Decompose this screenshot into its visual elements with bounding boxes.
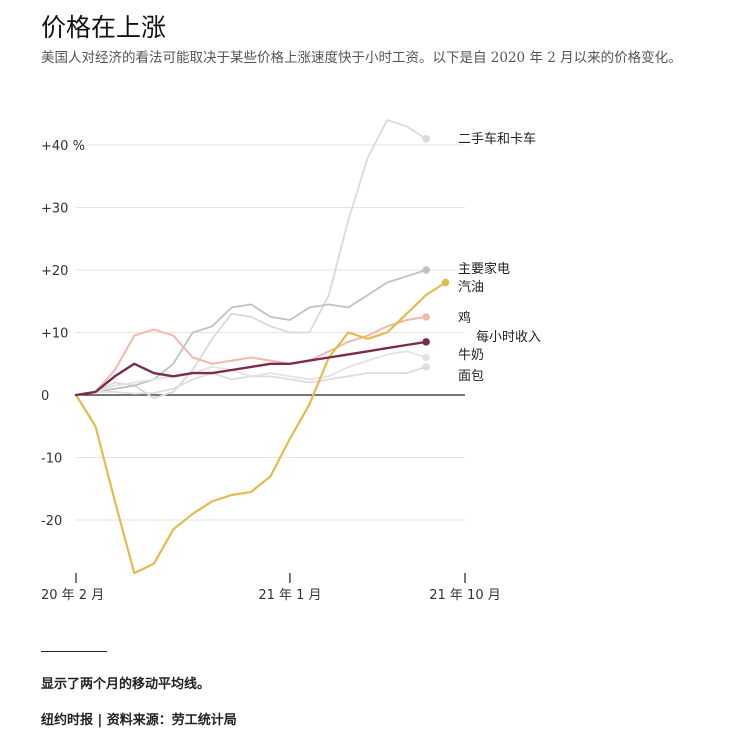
page-subtitle: 美国人对经济的看法可能取决于某些价格上涨速度快于小时工资。以下是自 2020 年… [41,50,682,66]
series-line-2 [75,366,427,396]
series-end-dot-4 [422,313,430,321]
series-line-0 [75,119,427,399]
x-tick-label: 21 年 10 月 [429,588,500,603]
y-axis: +40 % +30 +20 +10 0 -10 -20 [41,139,85,529]
series-end-dot-5 [441,278,450,287]
y-tick-label: -10 [41,452,62,467]
series-line-4 [75,315,428,396]
x-tick-label: 20 年 2 月 [41,588,104,603]
series-line-3 [75,350,427,396]
series-label: 汽油 [458,280,484,295]
y-tick-label: +10 [41,327,68,342]
y-tick-label: +40 % [41,139,85,154]
series-end-dot-2 [422,363,430,371]
series-label: 二手车和卡车 [458,131,536,147]
y-tick-label: +30 [41,202,68,217]
series-lines [74,119,447,575]
series-line-1 [75,269,427,396]
footer-divider [41,651,107,652]
series-end-dot-0 [422,134,430,143]
grid-lines [76,144,465,521]
source-credit: 纽约时报 | 资料来源：劳工统计局 [41,713,237,728]
line-chart: +40 % +30 +20 +10 0 -10 -20 20 年 2 月 21 年 1 月 21… [41,119,541,603]
series-end-dots [422,134,450,371]
x-axis: 20 年 2 月 21 年 1 月 21 年 10 月 [41,573,501,603]
series-line-5 [74,281,447,575]
series-label: 每小时收入 [476,329,541,345]
series-label: 牛奶 [458,348,484,363]
x-tick-label: 21 年 1 月 [258,588,321,603]
series-label: 鸡 [458,310,471,326]
series-line-6 [74,340,428,397]
page-title: 价格在上涨 [41,13,167,42]
series-end-dot-1 [422,266,430,274]
chart-note: 显示了两个月的移动平均线。 [41,677,211,692]
series-end-dot-6 [422,338,430,346]
y-tick-label: +20 [41,264,68,279]
series-label: 主要家电 [458,261,510,277]
y-tick-label: 0 [41,389,49,404]
y-tick-label: -20 [41,514,62,529]
series-label: 面包 [458,369,484,384]
series-end-dot-3 [422,353,430,362]
